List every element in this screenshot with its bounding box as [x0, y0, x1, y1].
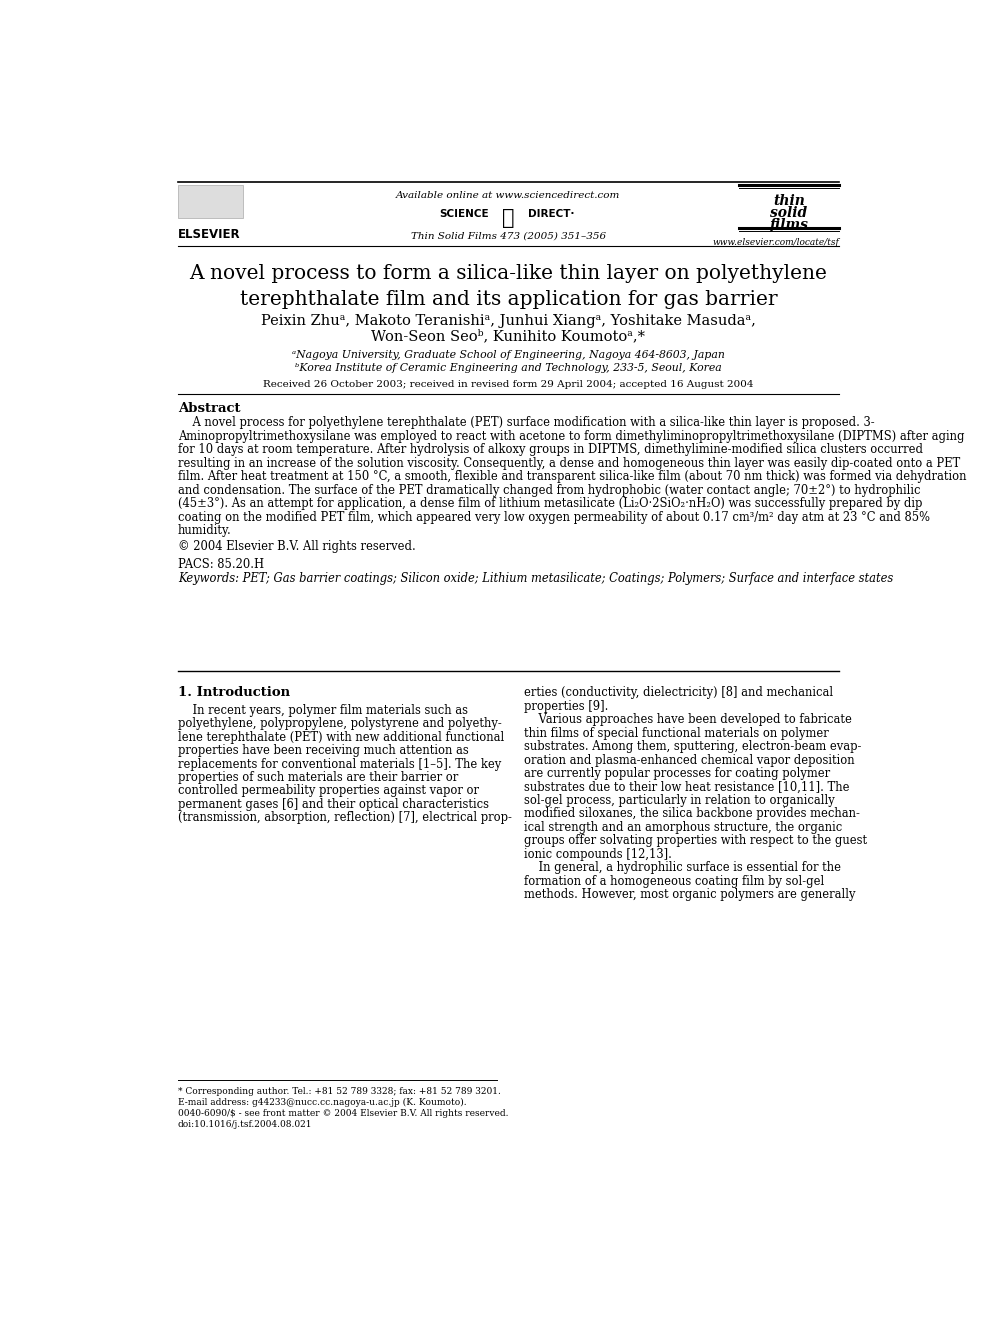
Text: ᵃNagoya University, Graduate School of Engineering, Nagoya 464-8603, Japan: ᵃNagoya University, Graduate School of E…	[292, 351, 725, 360]
Text: thin films of special functional materials on polymer: thin films of special functional materia…	[524, 726, 828, 740]
Bar	[178, 185, 243, 218]
Text: ⓐ: ⓐ	[502, 208, 515, 228]
Text: www.elsevier.com/locate/tsf: www.elsevier.com/locate/tsf	[712, 238, 839, 247]
Text: resulting in an increase of the solution viscosity. Consequently, a dense and ho: resulting in an increase of the solution…	[178, 456, 960, 470]
Text: groups offer solvating properties with respect to the guest: groups offer solvating properties with r…	[524, 835, 867, 847]
Text: properties have been receiving much attention as: properties have been receiving much atte…	[178, 744, 468, 757]
Text: ᵇKorea Institute of Ceramic Engineering and Technology, 233-5, Seoul, Korea: ᵇKorea Institute of Ceramic Engineering …	[295, 363, 722, 373]
Text: substrates due to their low heat resistance [10,11]. The: substrates due to their low heat resista…	[524, 781, 849, 794]
Text: © 2004 Elsevier B.V. All rights reserved.: © 2004 Elsevier B.V. All rights reserved…	[178, 540, 416, 553]
Text: methods. However, most organic polymers are generally: methods. However, most organic polymers …	[524, 888, 855, 901]
Text: ionic compounds [12,13].: ionic compounds [12,13].	[524, 848, 672, 861]
Text: Available online at www.sciencedirect.com: Available online at www.sciencedirect.co…	[396, 192, 621, 200]
Text: (45±3°). As an attempt for application, a dense film of lithium metasilicate (Li: (45±3°). As an attempt for application, …	[178, 497, 923, 511]
Text: ical strength and an amorphous structure, the organic: ical strength and an amorphous structure…	[524, 820, 842, 833]
Text: replacements for conventional materials [1–5]. The key: replacements for conventional materials …	[178, 758, 501, 770]
Text: permanent gases [6] and their optical characteristics: permanent gases [6] and their optical ch…	[178, 798, 489, 811]
Text: Aminopropyltrimethoxysilane was employed to react with acetone to form dimethyli: Aminopropyltrimethoxysilane was employed…	[178, 430, 964, 443]
Text: Peixin Zhuᵃ, Makoto Teranishiᵃ, Junhui Xiangᵃ, Yoshitake Masudaᵃ,: Peixin Zhuᵃ, Makoto Teranishiᵃ, Junhui X…	[261, 314, 756, 328]
Text: In recent years, polymer film materials such as: In recent years, polymer film materials …	[178, 704, 468, 717]
Text: A novel process for polyethylene terephthalate (PET) surface modification with a: A novel process for polyethylene terepht…	[178, 417, 874, 430]
Text: modified siloxanes, the silica backbone provides mechan-: modified siloxanes, the silica backbone …	[524, 807, 860, 820]
Text: lene terephthalate (PET) with new additional functional: lene terephthalate (PET) with new additi…	[178, 730, 504, 744]
Text: DIRECT·: DIRECT·	[528, 209, 574, 218]
Text: properties of such materials are their barrier or: properties of such materials are their b…	[178, 771, 458, 785]
Text: for 10 days at room temperature. After hydrolysis of alkoxy groups in DIPTMS, di: for 10 days at room temperature. After h…	[178, 443, 923, 456]
Text: erties (conductivity, dielectricity) [8] and mechanical: erties (conductivity, dielectricity) [8]…	[524, 687, 833, 700]
Text: coating on the modified PET film, which appeared very low oxygen permeability of: coating on the modified PET film, which …	[178, 511, 930, 524]
Text: Won-Seon Seoᵇ, Kunihito Koumotoᵃ,*: Won-Seon Seoᵇ, Kunihito Koumotoᵃ,*	[371, 329, 646, 343]
Text: solid: solid	[771, 205, 807, 220]
Text: doi:10.1016/j.tsf.2004.08.021: doi:10.1016/j.tsf.2004.08.021	[178, 1121, 312, 1130]
Text: humidity.: humidity.	[178, 524, 231, 537]
Text: Thin Solid Films 473 (2005) 351–356: Thin Solid Films 473 (2005) 351–356	[411, 232, 606, 239]
Text: * Corresponding author. Tel.: +81 52 789 3328; fax: +81 52 789 3201.: * Corresponding author. Tel.: +81 52 789…	[178, 1086, 501, 1095]
Text: E-mail address: g44233@nucc.cc.nagoya-u.ac.jp (K. Koumoto).: E-mail address: g44233@nucc.cc.nagoya-u.…	[178, 1098, 466, 1107]
Text: controlled permeability properties against vapor or: controlled permeability properties again…	[178, 785, 479, 798]
Text: thin: thin	[773, 194, 805, 209]
Text: and condensation. The surface of the PET dramatically changed from hydrophobic (: and condensation. The surface of the PET…	[178, 484, 921, 496]
Text: 1. Introduction: 1. Introduction	[178, 687, 290, 700]
Text: Abstract: Abstract	[178, 402, 240, 415]
Text: oration and plasma-enhanced chemical vapor deposition: oration and plasma-enhanced chemical vap…	[524, 754, 854, 767]
Text: PACS: 85.20.H: PACS: 85.20.H	[178, 558, 264, 572]
Text: SCIENCE: SCIENCE	[439, 209, 489, 218]
Text: Received 26 October 2003; received in revised form 29 April 2004; accepted 16 Au: Received 26 October 2003; received in re…	[263, 380, 754, 389]
Text: 0040-6090/$ - see front matter © 2004 Elsevier B.V. All rights reserved.: 0040-6090/$ - see front matter © 2004 El…	[178, 1109, 508, 1118]
Text: film. After heat treatment at 150 °C, a smooth, flexible and transparent silica-: film. After heat treatment at 150 °C, a …	[178, 470, 966, 483]
Text: A novel process to form a silica-like thin layer on polyethylene
terephthalate f: A novel process to form a silica-like th…	[189, 263, 827, 310]
Text: properties [9].: properties [9].	[524, 700, 608, 713]
Text: films: films	[770, 218, 808, 232]
Text: sol-gel process, particularly in relation to organically: sol-gel process, particularly in relatio…	[524, 794, 834, 807]
Text: polyethylene, polypropylene, polystyrene and polyethy-: polyethylene, polypropylene, polystyrene…	[178, 717, 502, 730]
Text: ELSEVIER: ELSEVIER	[178, 228, 240, 241]
Text: Keywords: PET; Gas barrier coatings; Silicon oxide; Lithium metasilicate; Coatin: Keywords: PET; Gas barrier coatings; Sil…	[178, 572, 893, 585]
Text: (transmission, absorption, reflection) [7], electrical prop-: (transmission, absorption, reflection) […	[178, 811, 512, 824]
Text: Various approaches have been developed to fabricate: Various approaches have been developed t…	[524, 713, 852, 726]
Text: In general, a hydrophilic surface is essential for the: In general, a hydrophilic surface is ess…	[524, 861, 841, 875]
Text: are currently popular processes for coating polymer: are currently popular processes for coat…	[524, 767, 830, 781]
Text: formation of a homogeneous coating film by sol-gel: formation of a homogeneous coating film …	[524, 875, 824, 888]
Text: substrates. Among them, sputtering, electron-beam evap-: substrates. Among them, sputtering, elec…	[524, 741, 861, 753]
